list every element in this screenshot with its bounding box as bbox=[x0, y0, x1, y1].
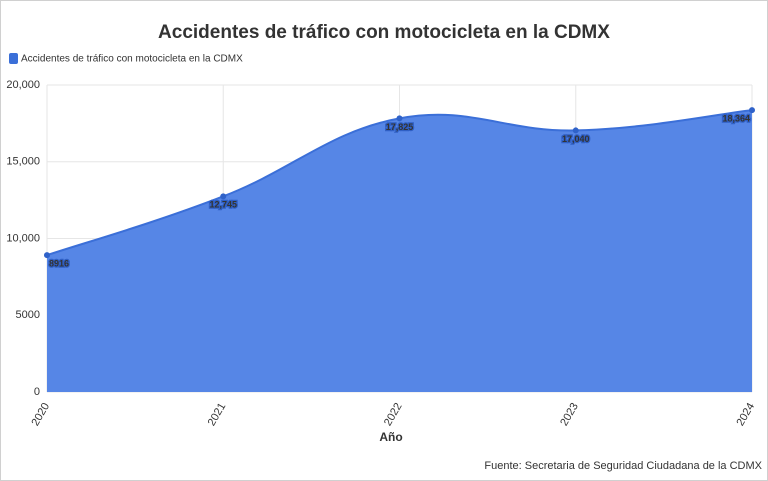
data-label: 17,040 bbox=[562, 134, 590, 144]
legend-label: Accidentes de tráfico con motocicleta en… bbox=[21, 54, 243, 65]
point bbox=[572, 127, 579, 134]
x-axis-label: Año bbox=[379, 430, 402, 444]
y-tick-label: 20,000 bbox=[6, 79, 40, 91]
data-label: 12,745 bbox=[209, 200, 237, 210]
y-tick-label: 0 bbox=[34, 386, 40, 398]
y-tick-label: 10,000 bbox=[6, 232, 40, 244]
y-tick-label: 15,000 bbox=[6, 156, 40, 168]
area bbox=[47, 110, 752, 392]
chart-title: Accidentes de tráfico con motocicleta en… bbox=[158, 22, 610, 43]
legend-swatch bbox=[9, 53, 18, 64]
data-label: 18,364 bbox=[722, 113, 750, 123]
data-label: 8916 bbox=[49, 259, 69, 269]
point bbox=[220, 193, 227, 200]
source: Fuente: Secretaria de Seguridad Ciudadan… bbox=[484, 460, 762, 472]
point bbox=[396, 115, 403, 122]
data-label: 17,825 bbox=[386, 122, 414, 132]
point bbox=[44, 252, 50, 259]
point bbox=[749, 107, 755, 114]
y-tick-label: 5000 bbox=[16, 309, 40, 321]
